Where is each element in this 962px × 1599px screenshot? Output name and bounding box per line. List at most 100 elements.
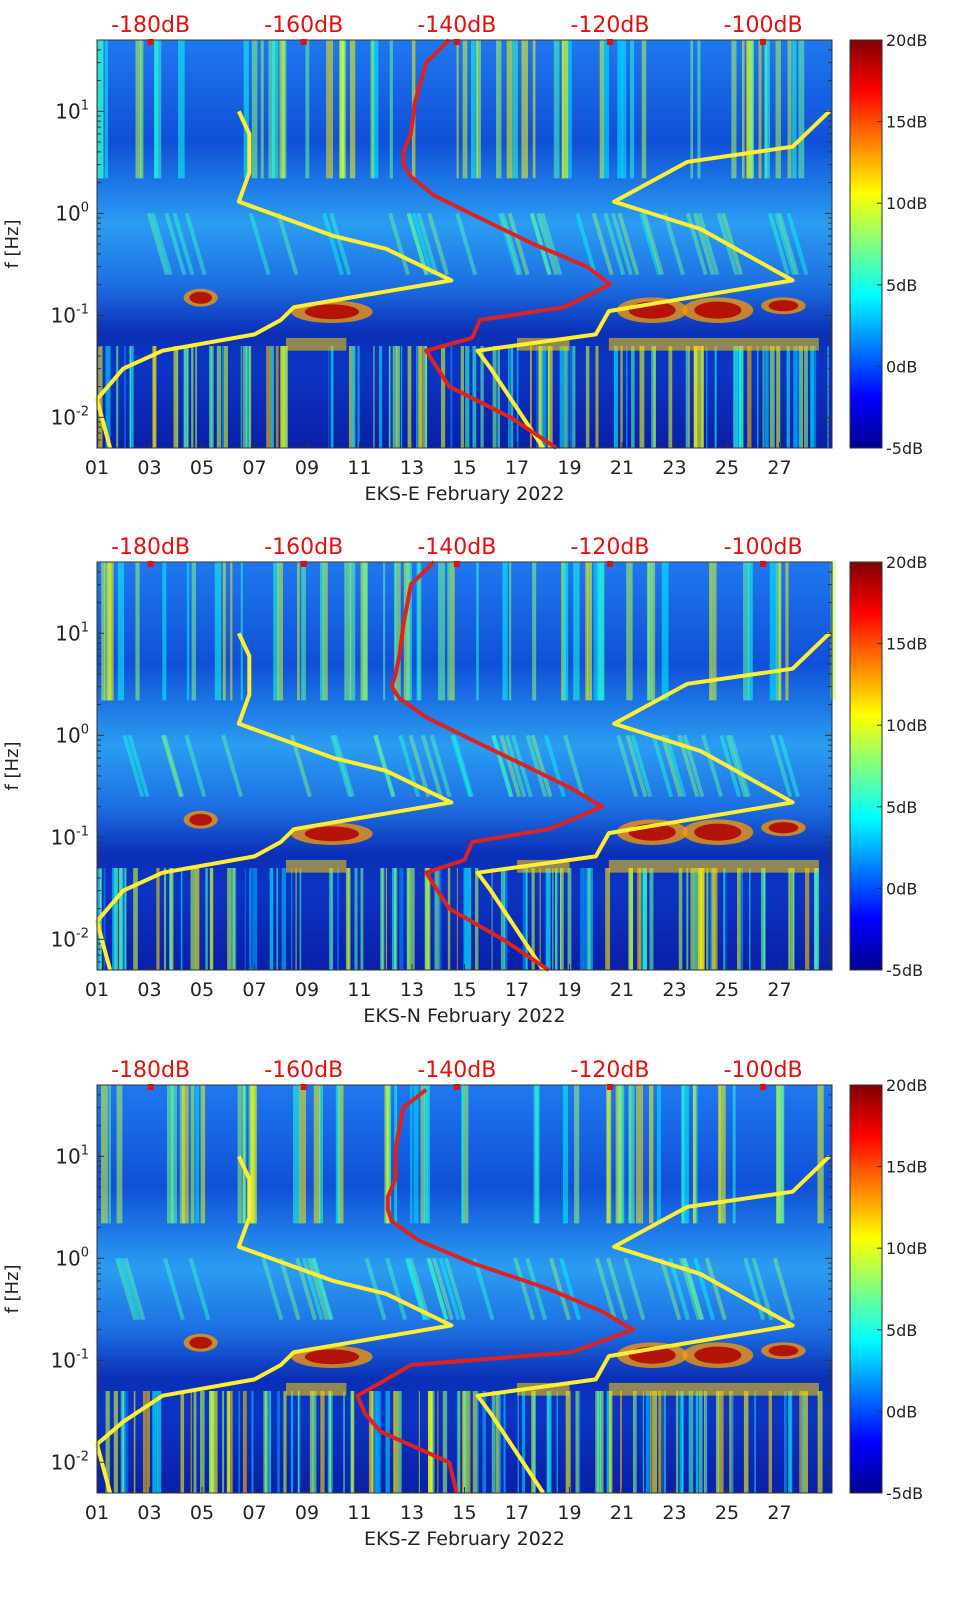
spectrogram-image xyxy=(97,562,836,970)
x-tick-label: 13 xyxy=(400,457,424,479)
top-tick-label: -140dB xyxy=(417,1058,496,1083)
colorbar-tick-label: 5dB xyxy=(886,1321,917,1340)
overlay-line xyxy=(355,1088,635,1494)
x-tick-label: 01 xyxy=(85,979,109,1001)
overlay-lines xyxy=(95,38,831,450)
y-tick-label: 10-1 xyxy=(51,1347,89,1372)
x-tick-label: 11 xyxy=(347,457,371,479)
overlay-lines xyxy=(95,1088,831,1495)
x-tick-label: 21 xyxy=(610,1502,634,1524)
y-axis-label: f [Hz] xyxy=(2,219,23,268)
panel-eks-z: 01 03 05 07 09 11 13 15 17 19 21 23 25 27 10-2 10-1 100… xyxy=(2,1058,928,1550)
x-tick-label: 05 xyxy=(190,979,214,1001)
spectrogram-image xyxy=(97,1085,832,1493)
overlay-line xyxy=(475,631,831,972)
top-tick-label: -180dB xyxy=(111,13,190,38)
x-tick-label: 19 xyxy=(557,457,581,479)
overlay-lines xyxy=(95,560,831,972)
x-tick-label: 27 xyxy=(767,1502,791,1524)
top-tick-label: -120dB xyxy=(570,535,649,560)
x-tick-label: 23 xyxy=(662,979,686,1001)
colorbar-tick-label: 15dB xyxy=(886,1158,928,1177)
y-tick-label: 10-1 xyxy=(51,302,89,327)
x-tick-label: 15 xyxy=(452,979,476,1001)
x-tick-label: 11 xyxy=(347,979,371,1001)
overlay-line xyxy=(95,1155,454,1494)
x-tick-label: 07 xyxy=(242,979,266,1001)
y-tick-label: 10-2 xyxy=(51,1449,89,1474)
x-tick-label: 03 xyxy=(137,457,161,479)
colorbar-tick-label: 10dB xyxy=(886,194,928,213)
overlay-line xyxy=(401,38,612,450)
x-axis: 01 03 05 07 09 11 13 15 17 19 21 23 25 27 xyxy=(85,442,792,479)
y-axis-label: f [Hz] xyxy=(2,1264,23,1313)
colorbar-tick-label: -5dB xyxy=(886,439,923,458)
x-tick-label: 09 xyxy=(295,979,319,1001)
top-tick-label: -160dB xyxy=(264,535,343,560)
overlay-line xyxy=(475,109,831,450)
y-tick-label: 10-2 xyxy=(51,404,89,429)
y-axis: 10-2 10-1 100 101 xyxy=(51,39,832,449)
colorbar: 20dB 15dB 10dB 5dB 0dB -5dB xyxy=(849,1076,928,1503)
colorbar-tick-label: -5dB xyxy=(886,1484,923,1503)
top-db-axis: -180dB -160dB -140dB -120dB -100dB xyxy=(111,535,803,567)
x-tick-label: 01 xyxy=(85,457,109,479)
x-tick-label: 03 xyxy=(137,979,161,1001)
colorbar-tick-label: 0dB xyxy=(886,1402,917,1421)
colorbar-tick-label: 20dB xyxy=(886,553,928,572)
overlay-line xyxy=(389,560,605,972)
y-tick-label: 100 xyxy=(55,1245,89,1270)
top-tick-label: -160dB xyxy=(264,1058,343,1083)
x-tick-label: 01 xyxy=(85,1502,109,1524)
colorbar-tick-label: 15dB xyxy=(886,635,928,654)
x-tick-label: 25 xyxy=(715,1502,739,1524)
top-tick-label: -100dB xyxy=(724,1058,803,1083)
x-axis: 01 03 05 07 09 11 13 15 17 19 21 23 25 27 xyxy=(85,1487,792,1524)
x-tick-label: 05 xyxy=(190,457,214,479)
y-axis-label: f [Hz] xyxy=(2,741,23,790)
x-tick-label: 09 xyxy=(295,1502,319,1524)
colorbar: 20dB 15dB 10dB 5dB 0dB -5dB xyxy=(849,553,928,980)
top-tick-label: -140dB xyxy=(417,13,496,38)
top-db-axis: -180dB -160dB -140dB -120dB -100dB xyxy=(111,13,803,45)
x-tick-label: 15 xyxy=(452,457,476,479)
colorbar-tick-label: 20dB xyxy=(886,31,928,50)
x-tick-label: 07 xyxy=(242,1502,266,1524)
y-tick-label: 100 xyxy=(55,722,89,747)
x-tick-label: 11 xyxy=(347,1502,371,1524)
y-axis: 10-2 10-1 100 101 xyxy=(51,561,832,971)
top-tick-label: -180dB xyxy=(111,535,190,560)
x-tick-label: 21 xyxy=(610,979,634,1001)
y-tick-label: 101 xyxy=(55,1143,89,1168)
x-tick-label: 19 xyxy=(557,1502,581,1524)
y-tick-label: 100 xyxy=(55,200,89,225)
x-tick-label: 07 xyxy=(242,457,266,479)
x-tick-label: 21 xyxy=(610,457,634,479)
x-tick-label: 17 xyxy=(505,1502,529,1524)
colorbar-tick-label: -5dB xyxy=(886,961,923,980)
panel-eks-e: 01 03 05 07 09 11 13 15 17 19 21 23 25 27 10-2 10-1 100… xyxy=(2,13,928,505)
x-axis: 01 03 05 07 09 11 13 15 17 19 21 23 25 27 xyxy=(85,964,792,1001)
y-tick-label: 101 xyxy=(55,620,89,645)
top-tick-label: -100dB xyxy=(724,535,803,560)
x-tick-label: 03 xyxy=(137,1502,161,1524)
colorbar-tick-label: 0dB xyxy=(886,879,917,898)
y-tick-label: 10-1 xyxy=(51,824,89,849)
top-tick-label: -140dB xyxy=(417,535,496,560)
x-tick-label: 27 xyxy=(767,457,791,479)
overlay-line xyxy=(95,110,454,449)
overlay-line xyxy=(475,1154,831,1495)
x-tick-label: 17 xyxy=(505,457,529,479)
y-axis: 10-2 10-1 100 101 xyxy=(51,1084,832,1494)
panel-eks-n: 01 03 05 07 09 11 13 15 17 19 21 23 25 27 10-2 10-1 100… xyxy=(2,535,928,1027)
overlay-line xyxy=(95,632,454,971)
x-axis-label: EKS-N February 2022 xyxy=(363,1005,565,1027)
x-tick-label: 13 xyxy=(400,1502,424,1524)
x-tick-label: 05 xyxy=(190,1502,214,1524)
top-db-axis: -180dB -160dB -140dB -120dB -100dB xyxy=(111,1058,803,1090)
colorbar-tick-label: 10dB xyxy=(886,1239,928,1258)
x-tick-label: 23 xyxy=(662,457,686,479)
x-axis-label: EKS-E February 2022 xyxy=(364,483,564,505)
x-axis-label: EKS-Z February 2022 xyxy=(364,1528,565,1550)
